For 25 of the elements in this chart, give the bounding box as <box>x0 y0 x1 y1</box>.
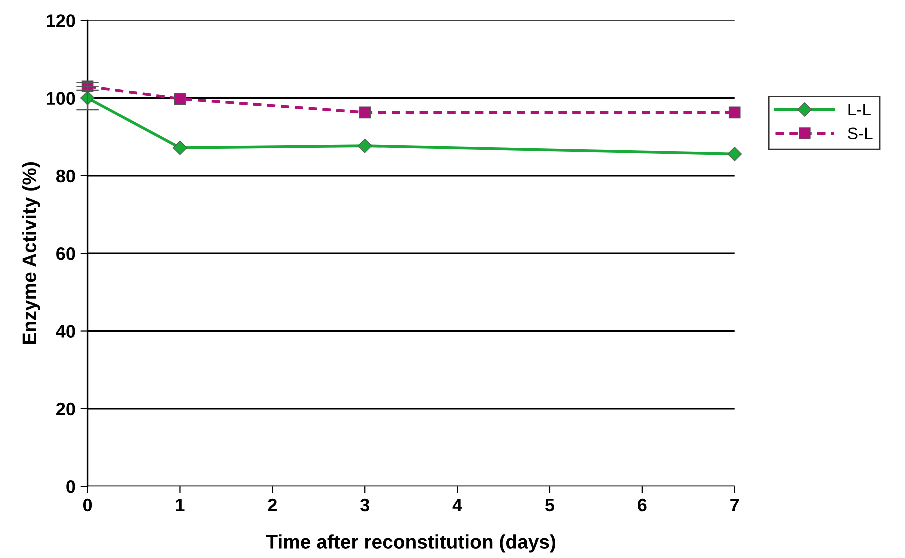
point <box>728 106 741 119</box>
point <box>174 93 186 105</box>
x-tick-label: 4 <box>452 499 462 512</box>
y-tick-label: 80 <box>56 170 76 183</box>
legend-label: L-L <box>848 104 871 116</box>
x-tick-label: 3 <box>360 498 370 512</box>
x-tick-label: 6 <box>638 498 647 512</box>
x-tick-label: 0 <box>83 498 92 512</box>
x-tick-label: 2 <box>268 498 277 512</box>
legend-label: S-L <box>848 128 873 140</box>
y-tick-label: 100 <box>46 92 76 106</box>
point <box>728 146 742 162</box>
point <box>358 138 372 154</box>
point <box>173 140 188 156</box>
point <box>359 106 372 119</box>
x-tick-label: 7 <box>730 499 740 512</box>
y-tick-label: 120 <box>46 14 76 28</box>
y-tick-label: 20 <box>56 402 76 416</box>
y-tick-label: 0 <box>66 480 76 494</box>
y-axis-title: Enzyme Activity (%) <box>22 162 40 344</box>
x-axis-title: Time after reconstitution (days) <box>266 534 556 553</box>
x-tick-label: 1 <box>176 499 185 512</box>
x-tick-label: 5 <box>546 499 554 512</box>
y-tick-label: 60 <box>56 248 76 260</box>
y-tick-label: 40 <box>56 325 76 338</box>
